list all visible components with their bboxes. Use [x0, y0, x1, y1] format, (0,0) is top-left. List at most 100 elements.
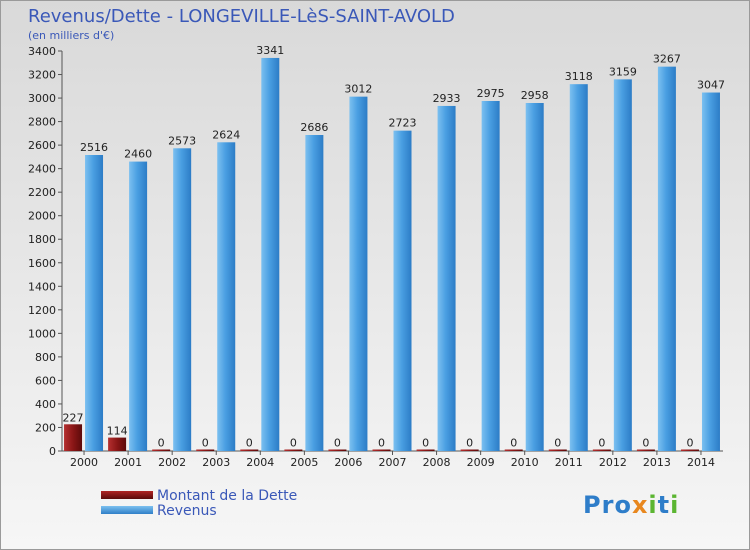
- data-label-dette: 227: [63, 411, 84, 424]
- bar-dette: [196, 449, 215, 451]
- bar-dette: [636, 449, 655, 451]
- bar-dette: [328, 449, 347, 451]
- data-label-revenus: 3012: [344, 83, 372, 96]
- data-label-revenus: 3118: [565, 70, 593, 83]
- y-tick-label: 2800: [28, 116, 56, 129]
- logo-letter: t: [657, 491, 671, 519]
- data-label-dette: 114: [107, 425, 128, 438]
- bar-revenus: [129, 161, 148, 451]
- x-tick-label: 2006: [334, 456, 362, 469]
- bar-revenus: [701, 92, 720, 451]
- data-label-dette: 0: [334, 437, 341, 450]
- bar-dette: [680, 449, 699, 451]
- legend-swatch-revenus: [101, 506, 153, 514]
- x-tick-label: 2013: [643, 456, 671, 469]
- x-tick-label: 2007: [379, 456, 407, 469]
- data-label-dette: 0: [290, 437, 297, 450]
- bar-dette: [548, 449, 567, 451]
- x-tick-label: 2001: [114, 456, 142, 469]
- data-label-dette: 0: [686, 437, 693, 450]
- proxiti-logo: Proxiti: [583, 491, 679, 519]
- data-label-dette: 0: [246, 437, 253, 450]
- x-tick-label: 2004: [246, 456, 274, 469]
- bar-dette: [372, 449, 391, 451]
- bar-revenus: [437, 105, 456, 452]
- logo-letter: r: [601, 491, 615, 519]
- x-tick-label: 2009: [467, 456, 495, 469]
- x-tick-label: 2008: [423, 456, 451, 469]
- legend-label-revenus: Revenus: [157, 503, 217, 519]
- y-tick-label: 1200: [28, 304, 56, 317]
- legend-label-dette: Montant de la Dette: [157, 488, 298, 504]
- chart-title: Revenus/Dette - LONGEVILLE-LèS-SAINT-AVO…: [28, 6, 455, 27]
- x-tick-label: 2005: [290, 456, 318, 469]
- data-label-dette: 0: [378, 437, 385, 450]
- data-label-dette: 0: [202, 437, 209, 450]
- data-label-revenus: 2460: [124, 148, 152, 161]
- bar-revenus: [657, 66, 676, 451]
- bar-revenus: [305, 135, 324, 451]
- legend-swatch-dette: [101, 491, 153, 499]
- y-tick-label: 200: [35, 421, 56, 434]
- bar-dette: [504, 449, 523, 451]
- bar-dette: [592, 449, 611, 451]
- y-tick-label: 1800: [28, 233, 56, 246]
- y-tick-label: 3400: [28, 45, 56, 58]
- bar-revenus: [481, 101, 500, 451]
- y-tick-label: 1400: [28, 280, 56, 293]
- logo-letter: x: [631, 491, 649, 519]
- data-label-revenus: 2624: [212, 128, 240, 141]
- logo-letter: o: [614, 491, 632, 519]
- bar-dette: [240, 449, 259, 451]
- x-tick-label: 2000: [70, 456, 98, 469]
- y-tick-label: 0: [49, 445, 56, 458]
- data-label-revenus: 3341: [256, 44, 284, 57]
- bar-dette: [108, 437, 127, 451]
- y-tick-label: 3000: [28, 92, 56, 105]
- bar-revenus: [173, 148, 192, 451]
- y-tick-label: 2600: [28, 139, 56, 152]
- bar-revenus: [393, 130, 412, 451]
- data-label-revenus: 2975: [477, 87, 505, 100]
- data-label-dette: 0: [158, 437, 165, 450]
- bar-dette: [64, 424, 83, 451]
- data-label-revenus: 2933: [433, 92, 461, 105]
- data-label-revenus: 2573: [168, 134, 196, 147]
- x-tick-label: 2014: [687, 456, 715, 469]
- y-tick-label: 2400: [28, 163, 56, 176]
- data-label-revenus: 2516: [80, 141, 108, 154]
- data-label-dette: 0: [554, 437, 561, 450]
- x-tick-label: 2011: [555, 456, 583, 469]
- x-tick-label: 2010: [511, 456, 539, 469]
- bar-revenus: [569, 84, 588, 452]
- bar-revenus: [217, 142, 236, 451]
- y-tick-label: 800: [35, 351, 56, 364]
- data-label-dette: 0: [466, 437, 473, 450]
- y-tick-label: 400: [35, 398, 56, 411]
- y-tick-label: 600: [35, 374, 56, 387]
- bar-dette: [460, 449, 479, 451]
- data-label-revenus: 2958: [521, 89, 549, 102]
- data-label-dette: 0: [642, 437, 649, 450]
- y-tick-label: 1000: [28, 327, 56, 340]
- bar-revenus: [349, 96, 368, 451]
- y-tick-label: 2000: [28, 210, 56, 223]
- data-label-dette: 0: [422, 437, 429, 450]
- data-label-dette: 0: [598, 437, 605, 450]
- logo-letter: P: [583, 491, 602, 519]
- data-label-revenus: 3159: [609, 65, 637, 78]
- bar-revenus: [613, 79, 632, 452]
- logo-letter: i: [648, 491, 658, 519]
- y-tick-label: 2200: [28, 186, 56, 199]
- bar-revenus: [85, 155, 104, 451]
- bar-dette: [152, 449, 171, 451]
- bar-dette: [284, 449, 303, 451]
- bar-chart: 0200400600800100012001400160018002000220…: [28, 44, 725, 469]
- data-label-dette: 0: [510, 437, 517, 450]
- data-label-revenus: 3267: [653, 53, 681, 66]
- data-label-revenus: 3047: [697, 79, 725, 92]
- y-tick-label: 1600: [28, 257, 56, 270]
- logo-letter: i: [670, 491, 680, 519]
- bar-revenus: [525, 103, 544, 451]
